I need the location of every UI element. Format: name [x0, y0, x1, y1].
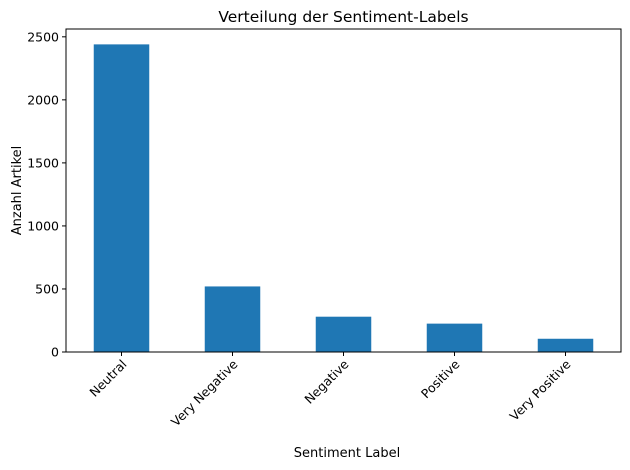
bar-very-positive — [537, 338, 594, 352]
y-tick-label: 2000 — [27, 92, 59, 107]
x-tick-label: Positive — [418, 356, 463, 401]
y-tick-label: 2500 — [27, 29, 59, 44]
plot-frame — [65, 28, 622, 353]
bars-layer — [93, 44, 594, 352]
bar-neutral — [93, 44, 150, 352]
x-tick-label: Very Negative — [168, 356, 241, 429]
bar-very-negative — [204, 286, 261, 352]
bar-positive — [426, 323, 483, 352]
y-tick-label: 0 — [51, 345, 59, 360]
x-tick-label: Negative — [301, 356, 351, 406]
y-tick-label: 1500 — [27, 155, 59, 170]
y-tick-label: 1000 — [27, 218, 59, 233]
bar-negative — [315, 316, 372, 352]
x-tick-label: Neutral — [86, 357, 129, 400]
x-axis-label: Sentiment Label — [294, 446, 400, 461]
chart-title: Verteilung der Sentiment-Labels — [218, 8, 468, 26]
y-axis-label: Anzahl Artikel — [10, 146, 25, 236]
x-tick-label: Very Positive — [506, 356, 573, 423]
y-tick-label: 500 — [35, 281, 59, 296]
